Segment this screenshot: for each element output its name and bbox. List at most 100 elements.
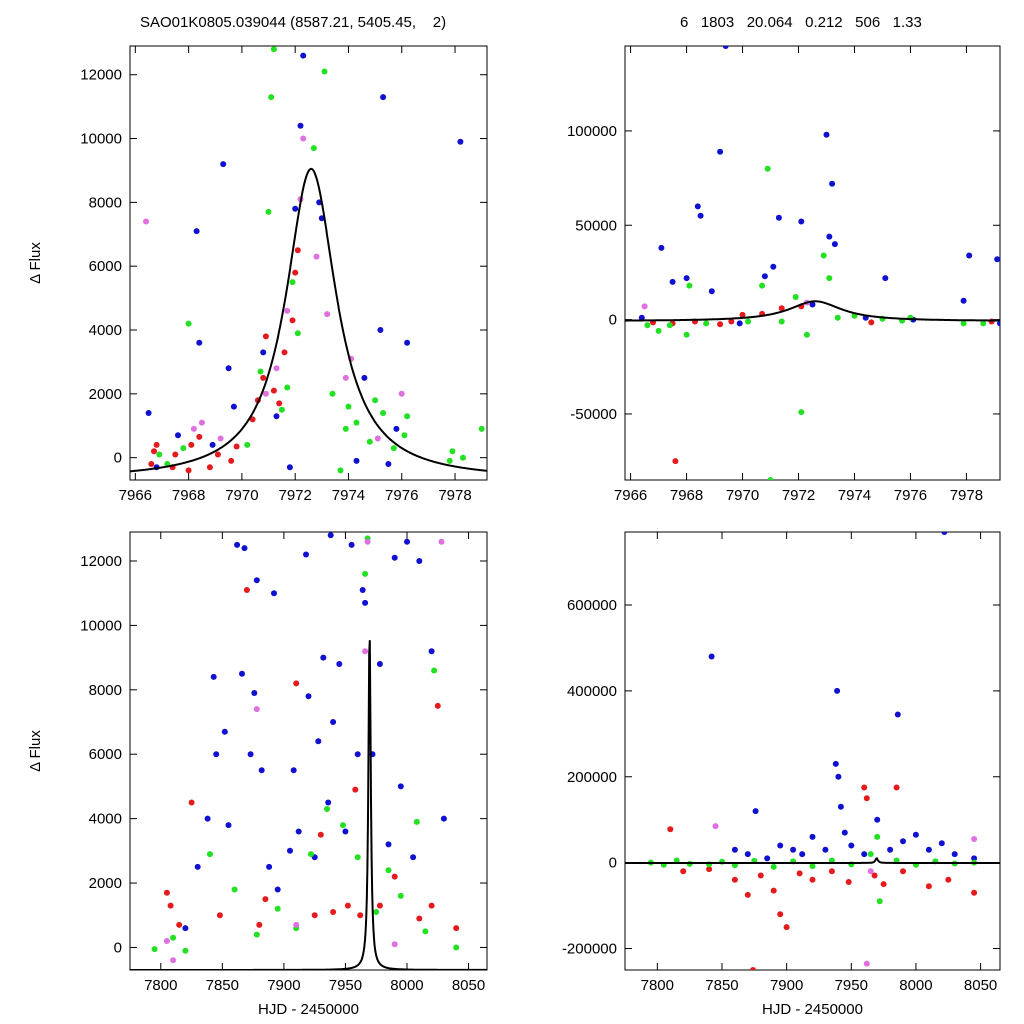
data-point-green: [244, 441, 251, 448]
data-point-blue: [764, 855, 771, 862]
data-point-blue: [832, 760, 839, 767]
data-point-blue: [826, 233, 833, 240]
data-point-blue: [287, 847, 293, 854]
data-point-blue: [834, 687, 841, 694]
data-point-blue: [361, 374, 368, 381]
data-point-blue: [761, 273, 768, 280]
data-point-violet: [262, 390, 269, 397]
data-point-violet: [641, 303, 648, 310]
data-point-violet: [324, 311, 331, 318]
data-point-blue: [213, 751, 220, 758]
data-point-blue: [330, 719, 337, 725]
data-point-red: [185, 467, 192, 474]
data-point-green: [380, 410, 387, 416]
x-tick-label-bottom-left: 7850: [206, 977, 239, 994]
x-tick-label-top-right: 7972: [782, 487, 815, 504]
data-point-red: [357, 912, 364, 919]
data-point-green: [274, 905, 281, 912]
data-point-violet: [273, 365, 280, 372]
x-tick-label-bottom-right: 7900: [770, 977, 803, 994]
data-point-green: [478, 425, 485, 432]
data-point-green: [345, 403, 352, 410]
data-point-violet: [867, 868, 874, 875]
data-point-red: [214, 451, 221, 458]
data-point-green: [703, 320, 710, 327]
y-tick-label-bottom-right: 0: [609, 855, 617, 872]
data-point-green: [960, 320, 967, 327]
data-point-red: [262, 333, 269, 340]
data-point-red: [289, 317, 296, 324]
x-tick-label-top-left: 7976: [385, 487, 418, 504]
data-point-red: [233, 443, 240, 450]
data-point-green: [803, 331, 810, 338]
data-point-blue: [900, 838, 906, 845]
data-point-blue: [708, 288, 715, 295]
data-point-green: [834, 314, 841, 321]
data-point-violet: [293, 921, 300, 928]
data-point-violet: [300, 135, 307, 142]
data-point-red: [778, 305, 785, 312]
data-point-red: [971, 889, 978, 896]
data-point-red: [945, 876, 952, 883]
x-tick-label-bottom-right: 7800: [641, 977, 674, 994]
fit-parameters-header: 6 1803 20.064 0.212 506 1.33: [680, 14, 922, 31]
data-point-blue: [837, 803, 844, 810]
data-point-red: [717, 321, 724, 328]
data-point-green: [265, 208, 272, 215]
x-tick-label-bottom-right: 7950: [835, 977, 868, 994]
data-point-blue: [912, 831, 919, 838]
data-point-green: [767, 477, 774, 480]
data-point-red: [672, 458, 679, 465]
data-point-violet: [391, 941, 398, 948]
data-point-green: [151, 946, 158, 953]
data-point-red: [376, 902, 383, 909]
data-point-green: [329, 390, 336, 397]
y-axis-label: Δ Flux: [27, 242, 44, 284]
data-point-red: [228, 457, 235, 464]
y-axis-label: Δ Flux: [27, 730, 44, 772]
data-point-green: [372, 397, 379, 404]
data-point-red: [216, 912, 223, 919]
data-point-red: [148, 461, 155, 467]
x-tick-label-top-left: 7972: [278, 487, 311, 504]
data-point-green: [278, 406, 285, 413]
model-curve-top-right: [625, 300, 1000, 322]
data-point-green: [324, 806, 330, 812]
data-point-green: [876, 898, 883, 905]
data-point-green: [362, 570, 369, 577]
x-tick-label-top-right: 7978: [950, 487, 983, 504]
data-point-blue: [882, 275, 889, 282]
data-point-blue: [717, 148, 724, 155]
data-point-green: [867, 851, 874, 858]
data-point-blue: [253, 577, 260, 584]
data-point-red: [416, 915, 423, 922]
data-point-blue: [829, 180, 836, 187]
data-point-green: [798, 409, 805, 416]
data-point-blue: [669, 278, 676, 285]
data-point-blue: [697, 212, 704, 219]
data-point-red: [292, 269, 299, 276]
data-point-blue: [848, 842, 855, 849]
x-axis-label: HJD - 2450000: [762, 1001, 863, 1018]
data-point-green: [321, 68, 328, 75]
y-tick-label-top-right: 50000: [575, 217, 617, 234]
data-point-red: [706, 866, 713, 873]
data-point-red: [281, 349, 288, 356]
data-point-violet: [374, 435, 381, 442]
data-point-green: [874, 833, 881, 840]
plot-frame-top-left: [129, 45, 488, 481]
data-point-blue: [960, 297, 967, 304]
data-point-blue: [861, 851, 868, 858]
data-point-blue: [225, 365, 232, 372]
data-point-blue: [638, 314, 645, 321]
data-point-red: [893, 784, 900, 791]
data-point-blue: [145, 410, 152, 416]
y-tick-label-bottom-left: 6000: [89, 746, 122, 763]
data-point-green: [759, 282, 766, 289]
data-point-red: [330, 909, 337, 915]
x-tick-label-bottom-right: 7850: [705, 977, 738, 994]
x-tick-label-top-left: 7978: [438, 487, 471, 504]
x-tick-label-top-right: 7970: [726, 487, 759, 504]
data-point-red: [863, 795, 870, 802]
data-point-red: [352, 786, 359, 793]
